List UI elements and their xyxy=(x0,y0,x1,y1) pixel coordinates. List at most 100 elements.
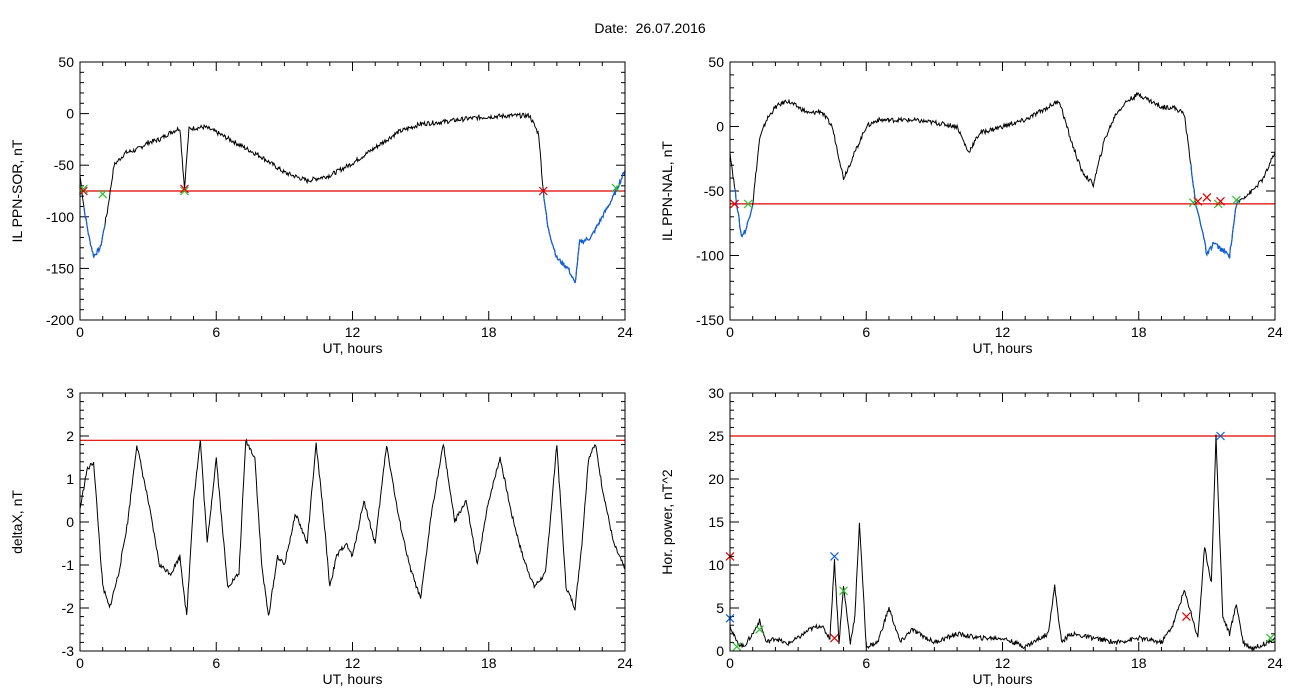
series-line xyxy=(79,111,626,284)
marker-stroke xyxy=(839,586,848,596)
marker-stroke xyxy=(538,186,548,196)
marker-stroke xyxy=(830,633,839,643)
event-marker xyxy=(538,186,548,196)
y-axis-label: Hor. power, nT^2 xyxy=(659,469,675,575)
marker-stroke xyxy=(1182,612,1191,622)
marker-stroke xyxy=(78,186,88,196)
x-tick-label: 6 xyxy=(862,324,870,340)
x-tick-label: 12 xyxy=(995,655,1011,671)
series-line xyxy=(729,434,1275,652)
x-tick-label: 12 xyxy=(345,655,361,671)
x-tick-label: 24 xyxy=(1267,324,1283,340)
x-tick-label: 6 xyxy=(862,655,870,671)
x-axis-label: UT, hours xyxy=(973,671,1033,687)
event-marker xyxy=(830,551,839,561)
x-tick-label: 12 xyxy=(995,324,1011,340)
x-tick-label: 18 xyxy=(481,324,497,340)
marker-stroke xyxy=(180,184,189,194)
y-tick-label: -200 xyxy=(46,312,74,328)
plot-frame xyxy=(79,392,626,652)
plot-frame xyxy=(729,392,1276,652)
event-segment xyxy=(542,170,626,284)
y-tick-label: 30 xyxy=(708,385,724,401)
y-tick-label: -50 xyxy=(54,157,74,173)
marker-stroke xyxy=(732,642,742,652)
y-tick-label: -150 xyxy=(696,312,724,328)
x-axis-label: UT, hours xyxy=(323,340,383,356)
y-axis-label: IL PPN-NAL, nT xyxy=(659,141,675,241)
y-tick-label: 0 xyxy=(66,514,74,530)
y-tick-label: 0 xyxy=(716,643,724,659)
series-line xyxy=(729,91,1276,259)
x-tick-label: 0 xyxy=(76,324,84,340)
event-marker xyxy=(1216,196,1225,206)
event-marker xyxy=(78,184,88,194)
x-tick-label: 18 xyxy=(481,655,497,671)
event-marker xyxy=(78,186,88,196)
marker-stroke xyxy=(611,183,621,193)
marker-stroke xyxy=(1266,633,1275,643)
x-axis-label: UT, hours xyxy=(323,671,383,687)
x-tick-label: 24 xyxy=(617,324,633,340)
event-marker xyxy=(1182,612,1191,622)
marker-stroke xyxy=(755,625,764,634)
marker-stroke xyxy=(78,184,88,194)
event-marker xyxy=(1231,195,1241,205)
event-marker xyxy=(180,186,189,196)
event-marker xyxy=(732,642,742,652)
marker-stroke xyxy=(180,186,189,196)
marker-stroke xyxy=(1193,196,1203,206)
y-tick-label: 2 xyxy=(66,428,74,444)
event-marker xyxy=(730,199,739,209)
event-segment xyxy=(1190,164,1240,260)
event-marker xyxy=(1202,193,1212,202)
marker-stroke xyxy=(743,199,753,209)
event-marker xyxy=(180,184,189,194)
plot-frame xyxy=(79,61,626,321)
marker-stroke xyxy=(1216,431,1225,441)
x-tick-label: 6 xyxy=(212,324,220,340)
y-tick-label: -100 xyxy=(46,209,74,225)
marker-stroke xyxy=(1202,193,1212,202)
x-tick-label: 12 xyxy=(345,324,361,340)
event-marker xyxy=(755,625,764,634)
y-tick-label: 0 xyxy=(716,119,724,135)
x-tick-label: 18 xyxy=(1131,655,1147,671)
y-tick-label: -3 xyxy=(62,643,75,659)
event-segment xyxy=(733,187,754,238)
y-axis-label: IL PPN-SOR, nT xyxy=(9,139,25,242)
y-tick-label: -2 xyxy=(62,600,75,616)
plot-panel-sor: 0 6 12 18 24 -200 -150 -100 -50 0 50 UT, hours IL PP… xyxy=(9,54,633,356)
plot-frame xyxy=(729,61,1276,321)
y-tick-label: 1 xyxy=(66,471,74,487)
x-tick-label: 24 xyxy=(617,655,633,671)
y-tick-label: 3 xyxy=(66,385,74,401)
y-tick-label: 50 xyxy=(708,54,724,70)
marker-stroke xyxy=(98,189,108,199)
x-tick-label: 24 xyxy=(1267,655,1283,671)
y-tick-label: -150 xyxy=(46,260,74,276)
event-segment xyxy=(83,205,106,258)
x-tick-label: 0 xyxy=(726,324,734,340)
plot-panel-power: 0 6 12 18 24 0 5 10 15 20 25 30 UT, hours Hor. power,… xyxy=(659,385,1283,687)
marker-stroke xyxy=(1216,196,1225,206)
event-marker xyxy=(98,189,108,199)
y-axis-label: deltaX, nT xyxy=(9,490,25,554)
series-line xyxy=(79,438,626,616)
y-tick-label: 50 xyxy=(58,54,74,70)
y-tick-label: 10 xyxy=(708,557,724,573)
marker-stroke xyxy=(1231,195,1241,205)
x-tick-label: 18 xyxy=(1131,324,1147,340)
event-marker xyxy=(743,199,753,209)
y-tick-label: -1 xyxy=(62,557,75,573)
y-tick-label: -100 xyxy=(696,248,724,264)
event-marker xyxy=(611,183,621,193)
event-marker xyxy=(830,633,839,643)
y-tick-label: 0 xyxy=(66,106,74,122)
x-tick-label: 0 xyxy=(76,655,84,671)
figure-title: Date: 26.07.2016 xyxy=(594,20,706,36)
event-marker xyxy=(1193,196,1203,206)
event-marker xyxy=(839,586,848,596)
y-tick-label: 20 xyxy=(708,471,724,487)
